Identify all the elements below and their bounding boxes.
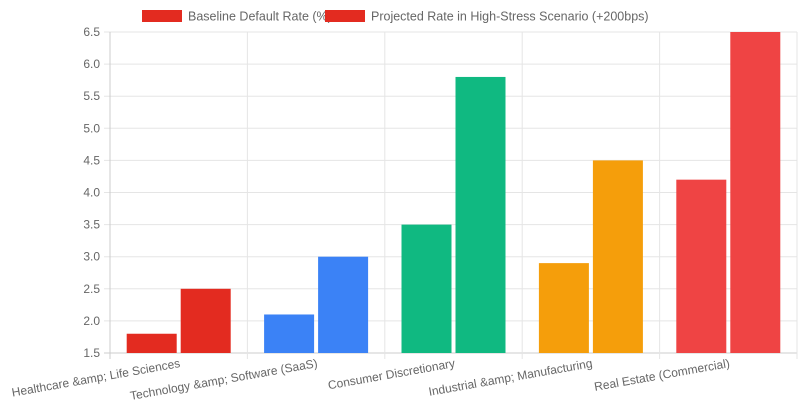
bar-projected	[730, 32, 781, 353]
y-tick-label: 1.5	[83, 346, 100, 360]
y-tick-label: 2.5	[83, 282, 100, 296]
y-tick-label: 4.0	[83, 186, 100, 200]
bar-projected	[592, 160, 643, 353]
y-tick-label: 6.5	[83, 25, 100, 39]
legend-swatch-baseline[interactable]	[142, 10, 182, 22]
bar-baseline	[401, 224, 452, 353]
bar-baseline	[676, 179, 727, 353]
bar-projected	[180, 288, 231, 353]
bar-baseline	[126, 333, 177, 353]
x-tick-label: Real Estate (Commercial)	[593, 356, 731, 394]
y-tick-label: 4.5	[83, 153, 100, 167]
legend-swatch-projected[interactable]	[325, 10, 365, 22]
bar-baseline	[538, 263, 589, 353]
legend-label-baseline[interactable]: Baseline Default Rate (%)	[188, 10, 332, 24]
bar-projected	[318, 256, 369, 353]
y-tick-label: 2.0	[83, 314, 100, 328]
legend-label-projected[interactable]: Projected Rate in High-Stress Scenario (…	[371, 10, 649, 24]
y-tick-label: 3.5	[83, 218, 100, 232]
y-tick-label: 5.0	[83, 121, 100, 135]
y-tick-label: 3.0	[83, 250, 100, 264]
bar-projected	[455, 76, 506, 353]
y-tick-label: 6.0	[83, 57, 100, 71]
legend: Baseline Default Rate (%) Projected Rate…	[142, 10, 649, 24]
bar-baseline	[264, 314, 315, 353]
y-tick-label: 5.5	[83, 89, 100, 103]
